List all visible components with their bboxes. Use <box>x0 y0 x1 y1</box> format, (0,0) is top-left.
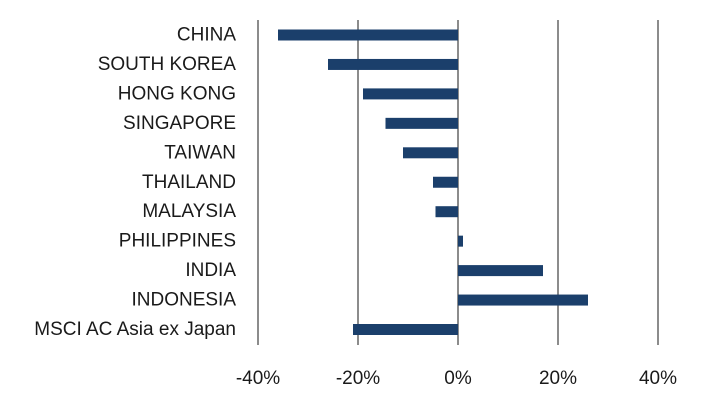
category-label-3: SINGAPORE <box>123 113 236 134</box>
category-label-7: PHILIPPINES <box>119 231 236 252</box>
x-tick-label-3: 20% <box>539 368 577 389</box>
bar-7 <box>458 235 463 247</box>
category-label-6: MALAYSIA <box>142 201 236 222</box>
bar-10 <box>353 324 458 335</box>
bar-8 <box>458 265 543 277</box>
category-label-5: THAILAND <box>142 172 236 193</box>
category-labels: CHINA SOUTH KOREA HONG KONG SINGAPORE TAIWAN… <box>34 25 236 341</box>
bar-4 <box>403 147 458 159</box>
bar-1 <box>328 58 458 70</box>
category-label-9: INDONESIA <box>131 290 236 311</box>
bar-2 <box>363 88 458 100</box>
bar-9 <box>458 294 588 306</box>
x-tick-label-1: -20% <box>336 368 380 389</box>
x-tick-label-0: -40% <box>236 368 280 389</box>
category-label-0: CHINA <box>177 25 236 46</box>
bar-3 <box>385 117 458 129</box>
category-label-4: TAIWAN <box>164 142 236 163</box>
x-tick-labels: -40% -20% 0% 20% 40% <box>236 368 677 389</box>
category-label-1: SOUTH KOREA <box>98 54 237 75</box>
x-tick-label-2: 0% <box>444 368 472 389</box>
bar-5 <box>433 176 458 188</box>
category-label-10: MSCI AC Asia ex Japan <box>34 319 236 340</box>
bars <box>278 29 588 335</box>
bar-6 <box>435 206 458 218</box>
bar-0 <box>278 29 458 41</box>
category-label-2: HONG KONG <box>118 83 236 104</box>
x-tick-label-4: 40% <box>639 368 677 389</box>
category-label-8: INDIA <box>185 260 236 281</box>
